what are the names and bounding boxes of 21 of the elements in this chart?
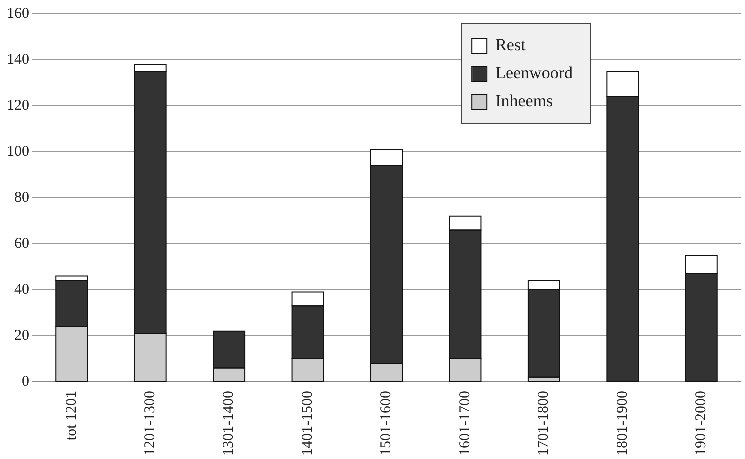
y-tick-label: 0 [22,374,30,390]
y-tick-label: 80 [14,190,30,206]
y-tick-label: 160 [7,6,30,22]
y-tick-label: 140 [7,52,30,68]
x-tick-label: 1501-1600 [378,391,395,456]
y-tick-label: 120 [7,98,30,114]
x-tick-label: 1201-1300 [142,391,159,456]
x-tick-label: 1901-2000 [694,391,710,456]
x-tick-label: 1701-1800 [536,391,552,456]
y-tick-label: 100 [7,144,30,160]
x-tick-label: 1801-1900 [614,391,631,456]
y-tick-label: 20 [14,328,30,344]
y-tick-label: 40 [14,282,30,298]
x-tick-label: tot 1201 [64,391,80,441]
legend-label: Rest [496,35,526,54]
x-tick-label: 1601-1700 [457,391,474,456]
legend-label: Inheems [496,91,554,110]
x-tick-label: 1301-1400 [221,391,238,456]
y-tick-label: 60 [14,236,30,252]
legend-label: Leenwoord [496,63,574,82]
x-tick-label: 1401-1500 [300,391,316,456]
